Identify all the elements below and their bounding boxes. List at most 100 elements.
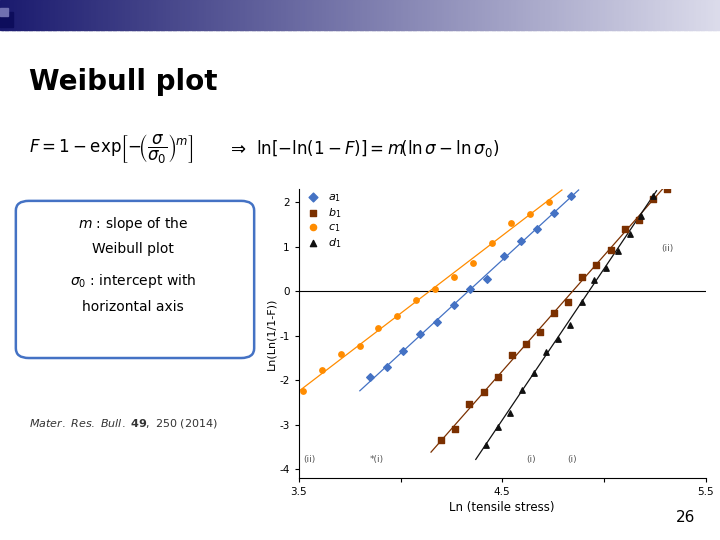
Bar [531, 0, 534, 30]
Bar [485, 0, 488, 30]
Bar [204, 0, 207, 30]
Bar [297, 0, 301, 30]
Bar [346, 0, 348, 30]
Bar [254, 0, 258, 30]
Bar [326, 0, 330, 30]
Bar [557, 0, 560, 30]
$b_1$ [549, 309, 560, 318]
Bar [329, 0, 332, 30]
Bar [497, 0, 500, 30]
Bar [446, 0, 449, 30]
Bar [691, 0, 694, 30]
Bar [711, 0, 714, 30]
Text: $\ln\!\left[-\ln\!\left(1-F\right)\right] = m\!\left(\ln\sigma - \ln\sigma_0\rig: $\ln\!\left[-\ln\!\left(1-F\right)\right… [256, 138, 499, 159]
Bar [475, 0, 478, 30]
Bar [473, 0, 476, 30]
Text: horizontal axis: horizontal axis [82, 300, 184, 314]
Bar [67, 0, 71, 30]
Bar [77, 0, 80, 30]
Bar [677, 0, 680, 30]
$c_1$ [316, 366, 328, 374]
Bar [684, 0, 687, 30]
Bar [463, 0, 467, 30]
Bar [29, 0, 32, 30]
Bar [324, 0, 327, 30]
Bar [614, 0, 618, 30]
Bar [264, 0, 267, 30]
$c_1$ [373, 323, 384, 332]
Bar [7, 0, 10, 30]
Bar [252, 0, 255, 30]
$a_1$ [364, 373, 376, 381]
Bar [456, 0, 459, 30]
Bar [362, 0, 366, 30]
Bar [156, 0, 159, 30]
Bar [14, 0, 17, 30]
Bar [12, 0, 15, 30]
Text: Weibull plot: Weibull plot [92, 242, 174, 256]
Bar [117, 0, 121, 30]
Bar [142, 0, 145, 30]
Bar [562, 0, 564, 30]
Bar [293, 0, 296, 30]
Bar [619, 0, 622, 30]
Bar [149, 0, 152, 30]
Bar [53, 0, 56, 30]
$b_1$ [506, 350, 518, 359]
Bar [91, 0, 94, 30]
Bar [19, 0, 22, 30]
Text: $m$ : slope of the: $m$ : slope of the [78, 215, 189, 233]
Bar [81, 0, 85, 30]
Bar [394, 0, 397, 30]
Bar [218, 0, 222, 30]
Bar [178, 0, 181, 30]
Bar [266, 0, 269, 30]
Bar [269, 0, 272, 30]
Bar [389, 0, 392, 30]
Bar [639, 0, 642, 30]
Bar [24, 0, 27, 30]
Bar [693, 0, 697, 30]
Bar [283, 0, 287, 30]
Bar [382, 0, 384, 30]
Bar [274, 0, 276, 30]
Bar [173, 0, 176, 30]
Text: 26: 26 [675, 510, 695, 525]
Bar [72, 0, 75, 30]
Bar [144, 0, 147, 30]
Bar [139, 0, 143, 30]
Bar [365, 0, 368, 30]
$c_1$ [410, 295, 422, 304]
Bar [353, 0, 356, 30]
Bar [686, 0, 690, 30]
Bar [511, 0, 514, 30]
Bar [413, 0, 416, 30]
Bar [629, 0, 632, 30]
Bar [634, 0, 636, 30]
Bar [552, 0, 555, 30]
$c_1$ [335, 350, 346, 359]
Bar [605, 0, 608, 30]
$d_1$ [564, 321, 575, 329]
Bar [559, 0, 562, 30]
Text: (i): (i) [526, 455, 536, 464]
Bar [55, 0, 58, 30]
Bar [689, 0, 692, 30]
Bar [247, 0, 251, 30]
Bar [701, 0, 704, 30]
Bar [225, 0, 229, 30]
Bar [228, 0, 231, 30]
Bar [286, 0, 289, 30]
Bar [516, 0, 519, 30]
Bar [351, 0, 354, 30]
$d_1$ [648, 192, 660, 200]
Bar [132, 0, 135, 30]
Bar [360, 0, 363, 30]
Bar [660, 0, 663, 30]
Bar [348, 0, 351, 30]
Bar [540, 0, 543, 30]
Bar [564, 0, 567, 30]
Bar [27, 0, 30, 30]
X-axis label: Ln (tensile stress): Ln (tensile stress) [449, 501, 555, 514]
Bar [624, 0, 627, 30]
